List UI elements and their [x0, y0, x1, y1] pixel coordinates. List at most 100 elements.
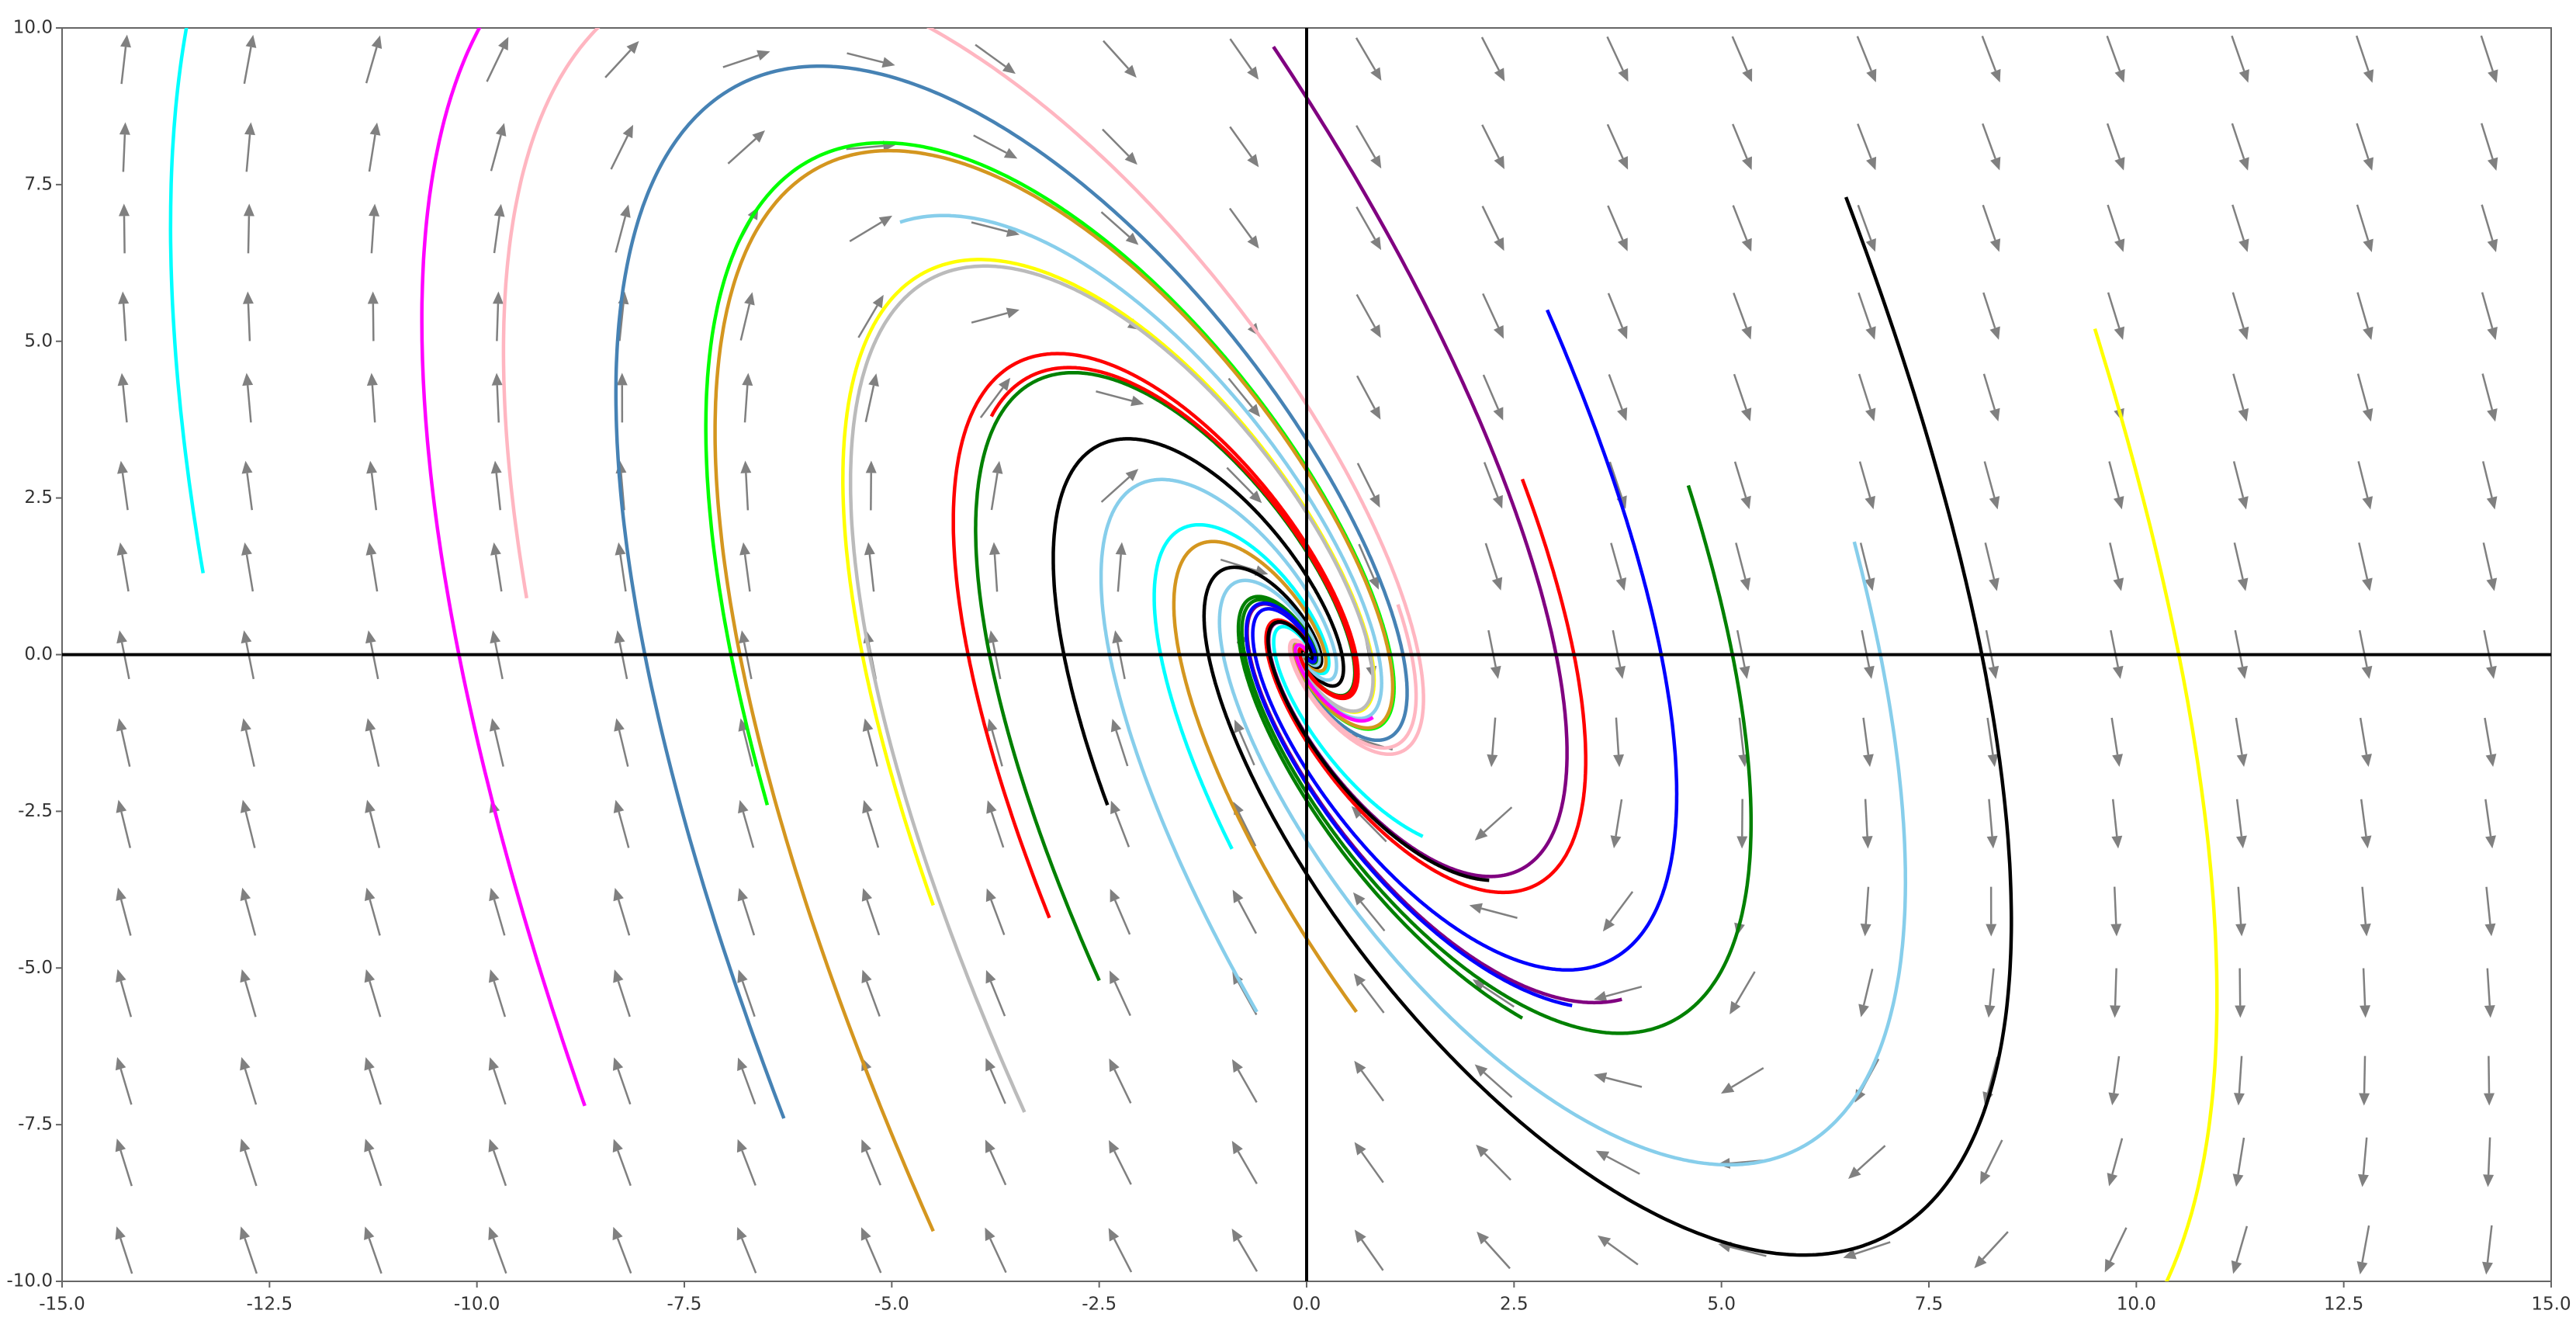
- arrow-head: [115, 1139, 126, 1153]
- trajectory: [1289, 604, 1418, 750]
- field-arrow: [862, 718, 878, 767]
- arrow-shaft: [1355, 37, 1376, 71]
- field-arrow: [489, 887, 506, 936]
- x-tick-label: -10.0: [454, 1295, 500, 1315]
- arrow-head: [613, 887, 624, 902]
- arrow-head: [2113, 496, 2124, 510]
- arrow-head: [490, 460, 502, 474]
- arrow-shaft: [992, 642, 1002, 680]
- arrow-shaft: [2108, 461, 2120, 498]
- arrow-shaft: [247, 216, 251, 254]
- arrow-head: [116, 718, 127, 732]
- arrow-shaft: [2113, 1055, 2121, 1094]
- arrow-shaft: [494, 642, 504, 680]
- arrow-head: [241, 718, 251, 732]
- field-arrow: [488, 969, 507, 1017]
- arrow-head: [241, 542, 252, 556]
- field-arrow: [1733, 373, 1752, 421]
- field-arrow: [1354, 1142, 1384, 1184]
- arrow-shaft: [2235, 799, 2243, 837]
- arrow-shaft: [122, 303, 127, 341]
- field-arrow: [239, 1226, 258, 1274]
- arrow-head: [2360, 1005, 2371, 1018]
- arrow-shaft: [1608, 374, 1623, 410]
- arrow-head: [862, 718, 874, 732]
- field-arrow: [861, 888, 881, 936]
- field-arrow: [1595, 1150, 1640, 1175]
- arrow-shaft: [1483, 462, 1499, 497]
- field-arrow: [490, 123, 507, 172]
- field-arrow: [1858, 292, 1876, 340]
- x-tick-label: -12.5: [247, 1295, 293, 1315]
- y-tick-label: 5.0: [24, 331, 53, 351]
- arrow-head: [757, 50, 770, 61]
- arrow-head: [369, 203, 380, 217]
- arrow-shaft: [1982, 1231, 2009, 1260]
- arrow-shaft: [989, 1069, 1006, 1104]
- arrow-shaft: [2238, 968, 2242, 1006]
- arrow-shaft: [369, 811, 381, 848]
- arrow-head: [1615, 665, 1626, 679]
- field-arrow: [2232, 373, 2249, 422]
- field-arrow: [2232, 461, 2249, 510]
- arrow-head: [985, 1227, 995, 1242]
- arrow-shaft: [849, 221, 882, 242]
- arrow-shaft: [2232, 373, 2245, 411]
- arrow-head: [2235, 835, 2247, 849]
- arrow-shaft: [2481, 123, 2494, 160]
- arrow-shaft: [368, 1150, 383, 1187]
- arrow-shaft: [2359, 717, 2368, 755]
- field-arrow: [486, 36, 509, 82]
- field-arrow: [1986, 799, 1998, 849]
- arrow-head: [1112, 630, 1124, 644]
- arrow-head: [1742, 68, 1753, 82]
- field-arrow: [1234, 719, 1255, 766]
- field-arrow: [865, 460, 877, 511]
- arrow-shaft: [1729, 1246, 1767, 1257]
- arrow-head: [1351, 806, 1364, 820]
- field-arrow: [488, 1139, 507, 1187]
- arrow-head: [2104, 1258, 2115, 1273]
- arrow-head: [1477, 1231, 1490, 1245]
- arrow-shaft: [990, 811, 1005, 848]
- arrow-shaft: [2237, 1137, 2245, 1175]
- arrow-head: [2362, 496, 2373, 510]
- arrow-head: [1858, 1004, 1869, 1017]
- arrow-head: [1354, 1229, 1366, 1243]
- arrow-head: [2235, 1005, 2246, 1018]
- field-arrow: [861, 1139, 881, 1186]
- arrow-shaft: [493, 1069, 507, 1105]
- arrow-head: [1125, 469, 1139, 481]
- arrow-shaft: [2481, 373, 2494, 411]
- arrow-shaft: [495, 473, 502, 511]
- arrow-shaft: [2107, 292, 2121, 329]
- field-arrow: [1487, 717, 1498, 768]
- arrow-shaft: [1736, 629, 1746, 667]
- arrow-head: [117, 460, 128, 474]
- field-arrow: [2110, 968, 2121, 1018]
- arrow-head: [1370, 67, 1382, 81]
- arrow-shaft: [1864, 886, 1870, 924]
- arrow-shaft: [1226, 466, 1254, 495]
- arrow-shaft: [2231, 123, 2245, 159]
- arrow-shaft: [1861, 629, 1871, 667]
- arrow-shaft: [617, 1150, 632, 1187]
- field-arrow: [241, 460, 254, 511]
- arrow-head: [2363, 326, 2373, 341]
- x-tick-label: -7.5: [667, 1295, 702, 1315]
- arrow-head: [1613, 754, 1625, 768]
- arrow-shaft: [1733, 373, 1747, 410]
- arrow-shaft: [492, 1150, 507, 1187]
- field-arrow: [116, 630, 130, 680]
- arrow-shaft: [739, 303, 751, 341]
- field-arrow: [1474, 1064, 1513, 1098]
- arrow-shaft: [1220, 558, 1257, 572]
- arrow-shaft: [2107, 204, 2121, 241]
- x-tick-label: 2.5: [1500, 1295, 1529, 1315]
- arrow-head: [988, 630, 999, 644]
- arrow-head: [626, 40, 639, 54]
- arrow-shaft: [1356, 125, 1376, 158]
- arrow-head: [1740, 577, 1751, 591]
- arrow-shaft: [368, 134, 376, 172]
